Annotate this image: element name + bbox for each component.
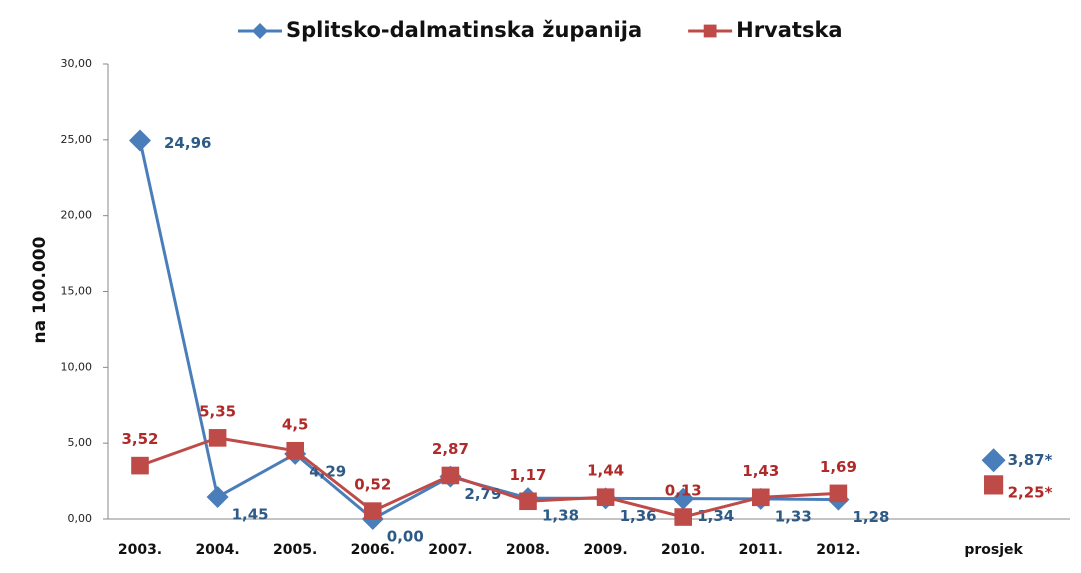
x-tick-label: 2011.	[739, 542, 783, 558]
x-tick-label: 2009.	[583, 542, 627, 558]
value-label: 5,35	[199, 402, 236, 420]
marker	[674, 508, 692, 526]
y-axis-label: na 100.000	[30, 236, 50, 343]
value-label: 1,33	[775, 507, 812, 525]
y-tick-label: 0,00	[68, 512, 93, 525]
series-line	[140, 140, 994, 519]
value-label: 0,52	[354, 476, 391, 494]
legend-label: Splitsko-dalmatinska županija	[286, 18, 642, 42]
x-tick-label: prosjek	[964, 542, 1023, 558]
legend-label: Hrvatska	[736, 18, 842, 42]
value-label: 1,36	[620, 507, 657, 525]
value-label: 1,69	[820, 458, 857, 476]
y-tick-label: 5,00	[68, 436, 93, 449]
x-tick-label: 2003.	[118, 542, 162, 558]
value-label: 1,34	[697, 507, 734, 525]
marker	[984, 475, 1004, 495]
marker	[519, 492, 537, 511]
x-tick-label: 2008.	[506, 542, 550, 558]
marker	[672, 487, 695, 510]
value-label: 2,79	[464, 485, 501, 503]
value-label: 1,43	[742, 462, 779, 480]
y-tick-label: 25,00	[61, 133, 93, 146]
x-tick-label: 2006.	[351, 542, 395, 558]
x-tick-label: 2007.	[428, 542, 472, 558]
value-label: 1,38	[542, 507, 579, 525]
value-label: 1,17	[509, 466, 546, 484]
value-label: 1,45	[232, 506, 269, 524]
y-tick-label: 10,00	[61, 360, 93, 373]
marker	[829, 484, 848, 503]
marker	[286, 441, 304, 460]
marker	[129, 129, 151, 152]
marker	[703, 24, 717, 38]
value-label: 2,87	[432, 440, 469, 458]
value-label: 2,25*	[1008, 483, 1053, 501]
value-label: 4,5	[282, 415, 309, 433]
marker	[596, 488, 615, 506]
value-label: 3,87*	[1008, 451, 1053, 469]
x-tick-label: 2004.	[195, 542, 239, 558]
marker	[441, 466, 460, 485]
y-tick-label: 20,00	[61, 209, 93, 222]
marker	[208, 429, 227, 447]
value-label: 24,96	[164, 134, 211, 152]
value-label: 3,52	[121, 430, 158, 448]
marker	[752, 488, 770, 507]
value-label: 1,44	[587, 462, 624, 480]
value-label: 1,28	[852, 508, 889, 526]
value-label: 4,29	[309, 462, 346, 480]
x-tick-label: 2005.	[273, 542, 317, 558]
x-tick-label: 2010.	[661, 542, 705, 558]
value-label: 0,00	[387, 528, 424, 546]
x-tick-label: 2012.	[816, 542, 860, 558]
value-label: 0,13	[665, 482, 702, 500]
marker	[364, 502, 382, 520]
y-tick-label: 30,00	[61, 57, 93, 70]
y-tick-label: 15,00	[61, 285, 93, 298]
marker	[252, 23, 268, 39]
marker	[981, 448, 1006, 473]
marker	[206, 486, 229, 509]
marker	[131, 456, 149, 475]
